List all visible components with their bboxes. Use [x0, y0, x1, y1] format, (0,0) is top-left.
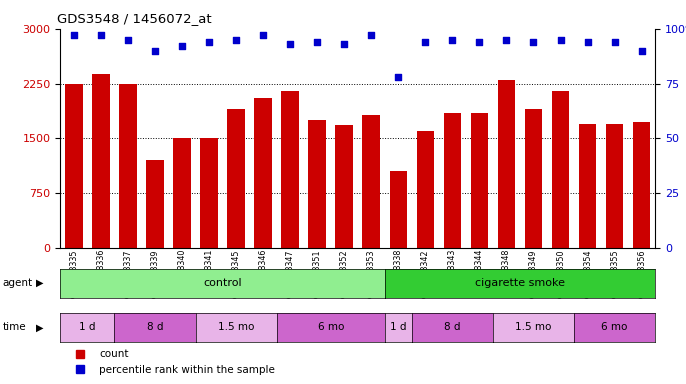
Text: 8 d: 8 d: [444, 322, 460, 333]
Bar: [606, 124, 624, 248]
Point: [69, 32, 80, 38]
Text: ▶: ▶: [36, 322, 43, 333]
Bar: [119, 84, 137, 248]
Point: [176, 43, 187, 50]
Point: [420, 39, 431, 45]
Bar: [335, 125, 353, 248]
Point: [582, 39, 593, 45]
Bar: [497, 80, 515, 248]
Text: 1.5 mo: 1.5 mo: [218, 322, 255, 333]
Bar: [281, 91, 299, 248]
Bar: [65, 84, 83, 248]
Bar: [200, 138, 218, 248]
Point: [123, 36, 134, 43]
Text: ▶: ▶: [36, 278, 43, 288]
Point: [258, 32, 269, 38]
Legend: count, percentile rank within the sample: count, percentile rank within the sample: [66, 345, 279, 379]
Text: GDS3548 / 1456072_at: GDS3548 / 1456072_at: [58, 12, 212, 25]
Bar: [309, 120, 326, 248]
Bar: [552, 91, 569, 248]
Text: 1 d: 1 d: [390, 322, 407, 333]
Bar: [471, 113, 488, 248]
Bar: [174, 138, 191, 248]
Text: 6 mo: 6 mo: [602, 322, 628, 333]
Point: [555, 36, 566, 43]
Text: control: control: [203, 278, 242, 288]
Point: [366, 32, 377, 38]
Point: [204, 39, 215, 45]
Text: agent: agent: [3, 278, 33, 288]
Point: [339, 41, 350, 47]
Text: 8 d: 8 d: [147, 322, 163, 333]
Point: [474, 39, 485, 45]
Point: [393, 74, 404, 80]
Bar: [525, 109, 542, 248]
Point: [609, 39, 620, 45]
Bar: [227, 109, 245, 248]
Point: [501, 36, 512, 43]
Text: cigarette smoke: cigarette smoke: [475, 278, 565, 288]
Point: [528, 39, 539, 45]
Bar: [92, 74, 110, 248]
Bar: [579, 124, 596, 248]
Text: 6 mo: 6 mo: [318, 322, 344, 333]
Point: [447, 36, 458, 43]
Text: time: time: [3, 322, 26, 333]
Bar: [444, 113, 461, 248]
Point: [636, 48, 647, 54]
Bar: [390, 171, 407, 248]
Point: [95, 32, 106, 38]
Point: [311, 39, 322, 45]
Bar: [362, 115, 380, 248]
Text: 1 d: 1 d: [79, 322, 95, 333]
Bar: [416, 131, 434, 248]
Bar: [632, 122, 650, 248]
Point: [150, 48, 161, 54]
Text: 1.5 mo: 1.5 mo: [515, 322, 552, 333]
Point: [230, 36, 241, 43]
Bar: [255, 98, 272, 248]
Bar: [146, 160, 164, 248]
Point: [285, 41, 296, 47]
